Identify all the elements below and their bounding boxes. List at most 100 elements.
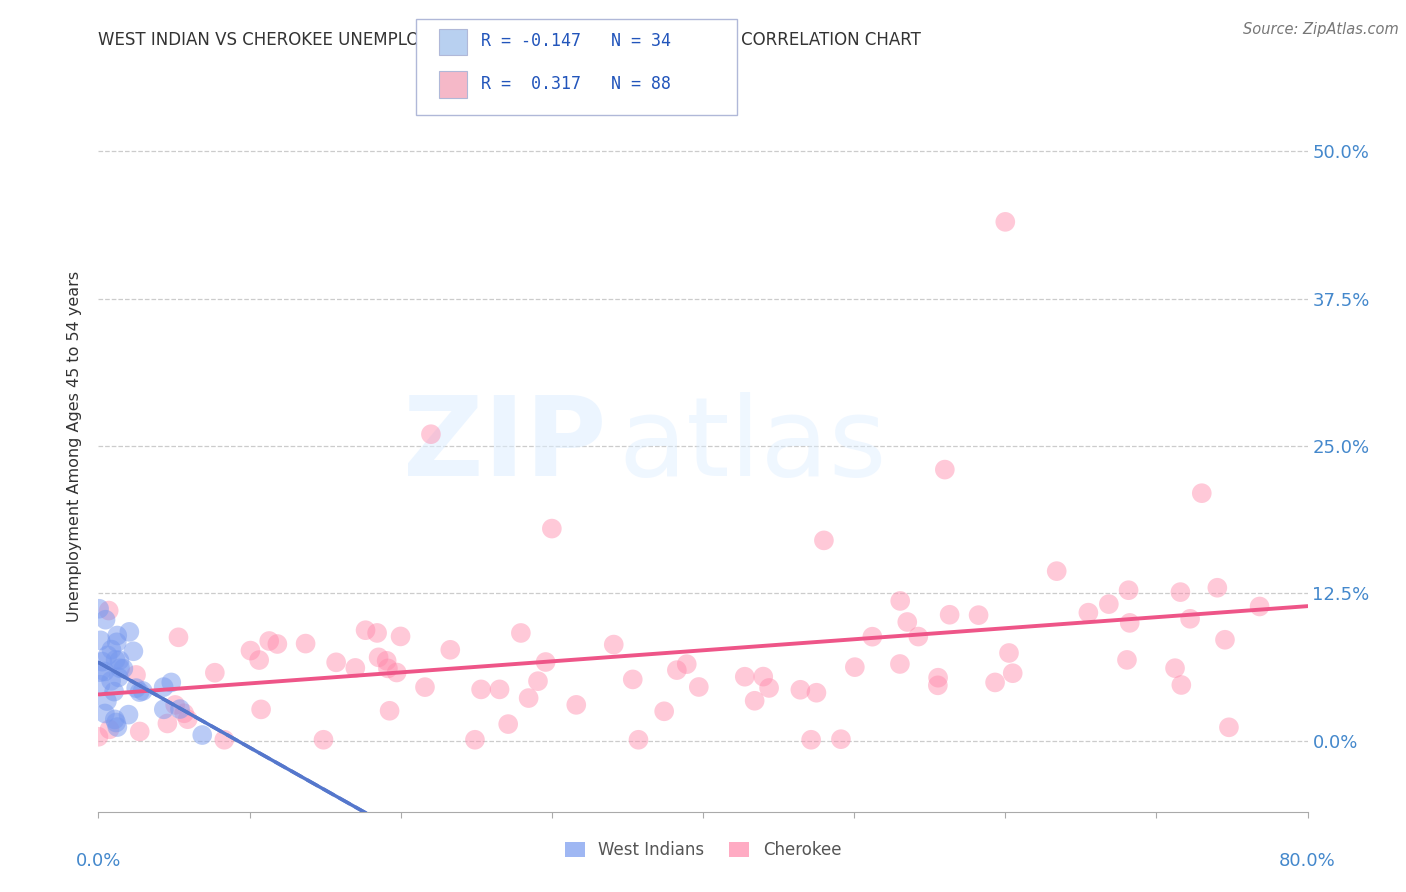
Point [107, 670, 129, 684]
Text: R =  0.317   N = 88: R = 0.317 N = 88 [481, 75, 671, 93]
Point [160, 675, 183, 690]
Point [652, 704, 675, 718]
Point [96, 694, 118, 708]
Point [1213, 632, 1236, 647]
Point [94, 613, 117, 627]
Point [1164, 661, 1187, 675]
Point [800, 732, 823, 747]
Point [250, 702, 273, 716]
Point [89, 665, 111, 680]
Point [354, 624, 377, 638]
Point [439, 642, 461, 657]
Point [621, 673, 644, 687]
Point [125, 681, 148, 695]
Point [204, 665, 226, 680]
Point [896, 615, 918, 629]
Point [806, 686, 828, 700]
Point [1046, 564, 1069, 578]
Point [1191, 486, 1213, 500]
Point [377, 661, 399, 675]
Point [239, 643, 262, 657]
Point [534, 655, 557, 669]
Point [496, 717, 519, 731]
Point [665, 663, 688, 677]
Point [1118, 583, 1140, 598]
Point [1249, 599, 1271, 614]
Point [97, 603, 120, 617]
Point [688, 680, 710, 694]
Point [118, 624, 141, 639]
Point [934, 462, 956, 476]
Point [998, 646, 1021, 660]
Point [1077, 606, 1099, 620]
Point [100, 642, 122, 657]
Point [375, 654, 398, 668]
Point [413, 680, 436, 694]
Point [734, 670, 756, 684]
Point [94, 706, 117, 721]
Point [176, 712, 198, 726]
Point [389, 629, 412, 643]
Point [153, 702, 176, 716]
Point [89, 678, 111, 692]
Point [125, 668, 148, 682]
Point [844, 660, 866, 674]
Point [994, 215, 1017, 229]
Point [420, 427, 443, 442]
Text: atlas: atlas [619, 392, 887, 500]
Y-axis label: Unemployment Among Ages 45 to 54 years: Unemployment Among Ages 45 to 54 years [67, 270, 83, 622]
Point [152, 680, 174, 694]
Point [90, 633, 112, 648]
Point [967, 608, 990, 623]
Point [112, 662, 135, 676]
Point [108, 661, 131, 675]
Point [105, 720, 128, 734]
Point [366, 626, 388, 640]
Point [257, 634, 280, 648]
Point [87, 601, 110, 615]
Point [191, 728, 214, 742]
Point [128, 724, 150, 739]
Point [167, 630, 190, 644]
Point [1206, 581, 1229, 595]
Point [889, 594, 911, 608]
Point [488, 682, 510, 697]
Point [675, 657, 697, 672]
Text: R = -0.147   N = 34: R = -0.147 N = 34 [481, 32, 671, 50]
Point [938, 607, 960, 622]
Point [1170, 678, 1192, 692]
Point [105, 715, 128, 730]
Point [87, 730, 110, 744]
Point [325, 656, 347, 670]
Point [830, 732, 852, 747]
Point [173, 706, 195, 721]
Point [517, 691, 540, 706]
Point [385, 665, 408, 680]
Point [294, 637, 316, 651]
Point [1119, 615, 1142, 630]
Point [367, 650, 389, 665]
Point [789, 682, 811, 697]
Point [1170, 585, 1192, 599]
Point [117, 707, 139, 722]
Point [927, 678, 949, 692]
Text: Source: ZipAtlas.com: Source: ZipAtlas.com [1243, 22, 1399, 37]
Point [132, 684, 155, 698]
Point [889, 657, 911, 671]
Point [509, 626, 531, 640]
Point [1098, 597, 1121, 611]
Point [752, 670, 775, 684]
Point [100, 673, 122, 688]
Point [165, 698, 187, 712]
Point [128, 685, 150, 699]
Point [104, 712, 127, 726]
Point [169, 702, 191, 716]
Point [860, 630, 883, 644]
Point [98, 723, 121, 737]
Point [104, 653, 127, 667]
Point [813, 533, 835, 548]
Point [984, 675, 1007, 690]
Point [108, 653, 131, 667]
Point [907, 630, 929, 644]
Point [122, 644, 145, 658]
